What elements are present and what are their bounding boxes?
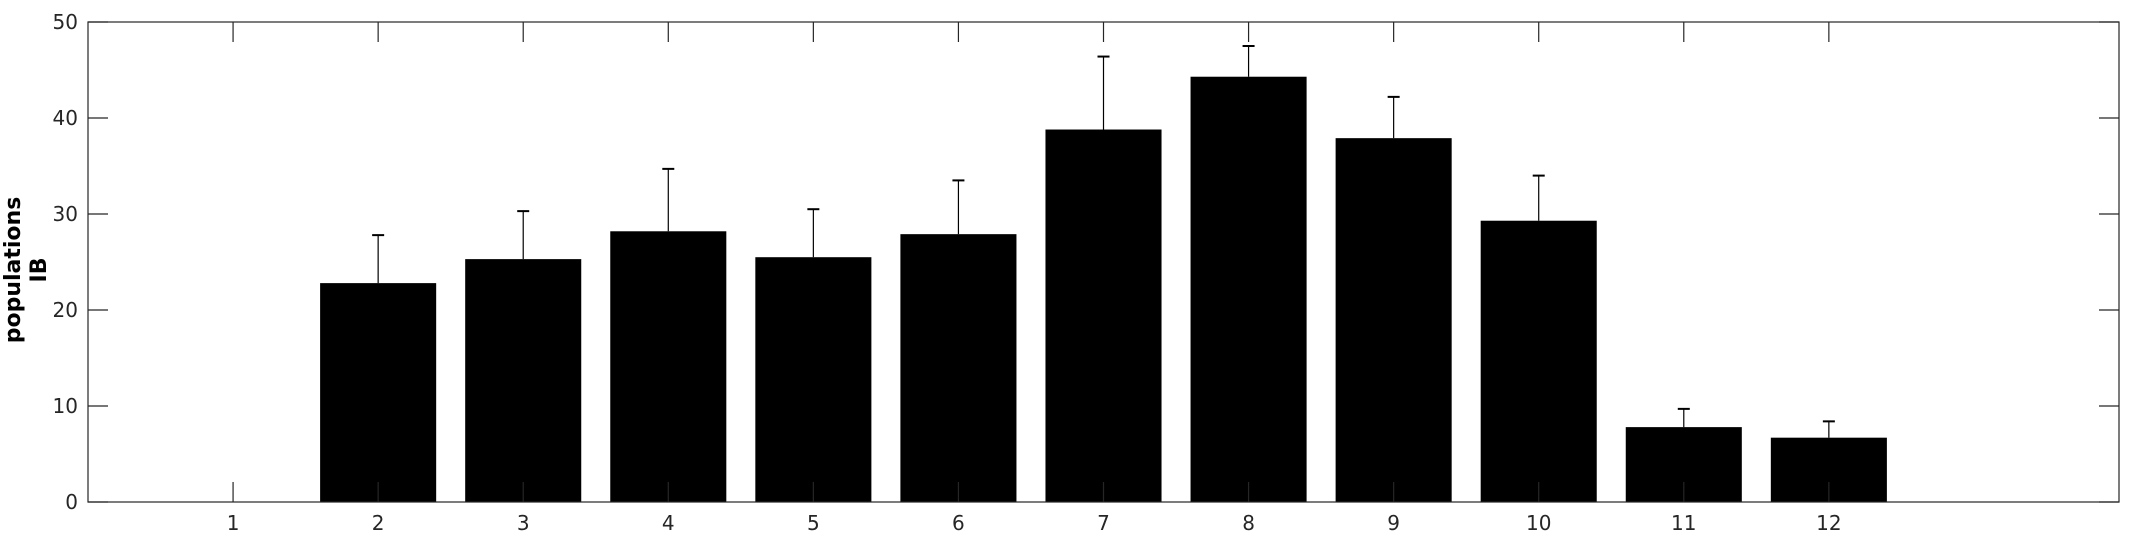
bar-6 [900,234,1017,502]
y-tick-label-50: 50 [53,10,78,34]
x-tick-label-12: 12 [1816,511,1841,533]
x-tick-label-2: 2 [372,511,385,533]
y-tick-label-0: 0 [65,490,78,514]
y-tick-label-10: 10 [53,394,78,418]
y-tick-label-20: 20 [53,298,78,322]
x-tick-label-9: 9 [1387,511,1400,533]
x-tick-label-3: 3 [517,511,530,533]
x-tick-label-4: 4 [662,511,675,533]
x-tick-label-8: 8 [1242,511,1255,533]
y-tick-label-30: 30 [53,202,78,226]
bar-8 [1190,76,1307,502]
bar-5 [755,257,872,502]
bar-4 [610,231,727,502]
x-tick-label-10: 10 [1526,511,1551,533]
y-axis-label-line-1: populations [1,197,26,344]
x-tick-label-11: 11 [1671,511,1696,533]
bar-2 [320,283,437,502]
x-tick-label-7: 7 [1097,511,1110,533]
y-tick-label-40: 40 [53,106,78,130]
bar-9 [1335,138,1452,502]
x-tick-label-5: 5 [807,511,820,533]
bar-7 [1045,129,1162,502]
x-tick-label-6: 6 [952,511,965,533]
x-tick-label-1: 1 [227,511,240,533]
y-axis-label-line-2: IB [27,258,52,283]
bar-10 [1480,220,1597,502]
bar-3 [465,259,582,502]
